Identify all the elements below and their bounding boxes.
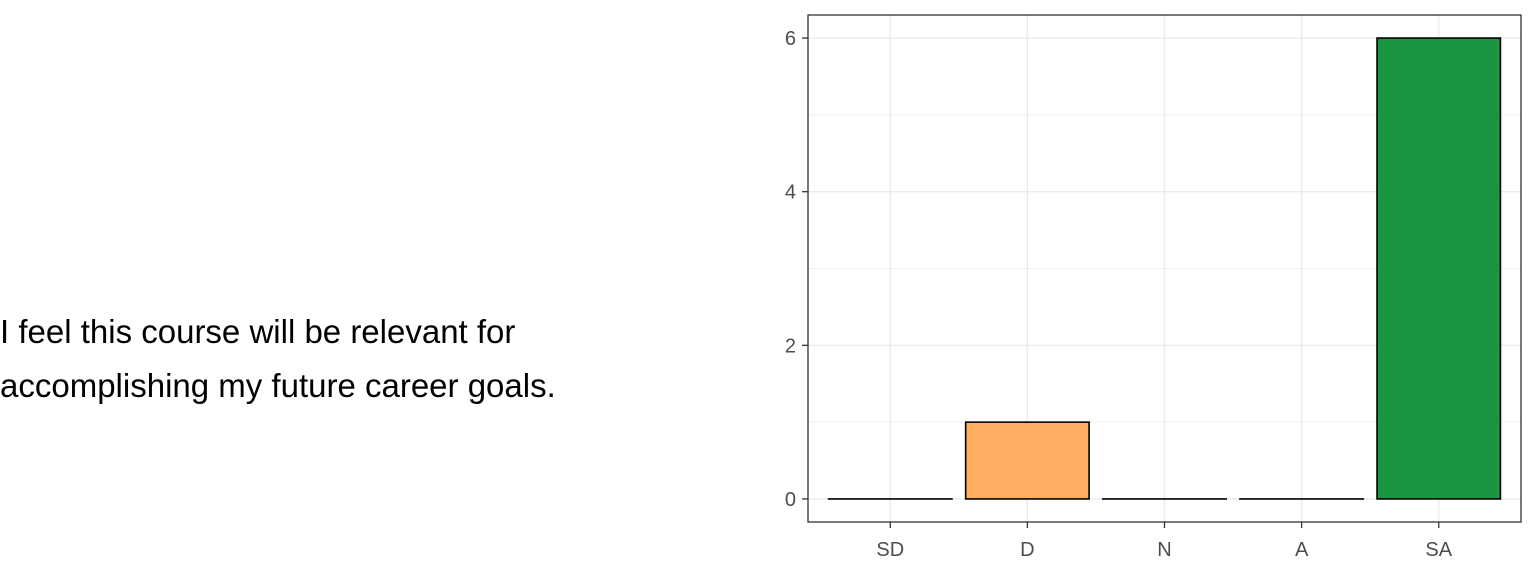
x-tick-label-d: D [1020, 539, 1034, 561]
y-axis: 0 2 4 6 [785, 28, 808, 511]
y-tick-label: 4 [785, 182, 796, 204]
question-text: I feel this course will be relevant for … [0, 305, 700, 413]
bar-d [964, 421, 1090, 500]
y-tick-label: 2 [785, 335, 796, 357]
bars [827, 37, 1502, 500]
y-tick-label: 6 [785, 28, 796, 50]
x-tick-label-a: A [1295, 539, 1309, 561]
x-tick-label-sa: SA [1425, 539, 1452, 561]
x-tick-label-sd: SD [876, 539, 904, 561]
x-tick-label-n: N [1157, 539, 1171, 561]
question-line-2: accomplishing my future career goals. [0, 367, 556, 404]
bar-sa [1376, 37, 1502, 500]
y-tick-label: 0 [785, 489, 796, 511]
x-axis: SD D N A SA [876, 522, 1453, 561]
question-line-1: I feel this course will be relevant for [0, 313, 516, 350]
